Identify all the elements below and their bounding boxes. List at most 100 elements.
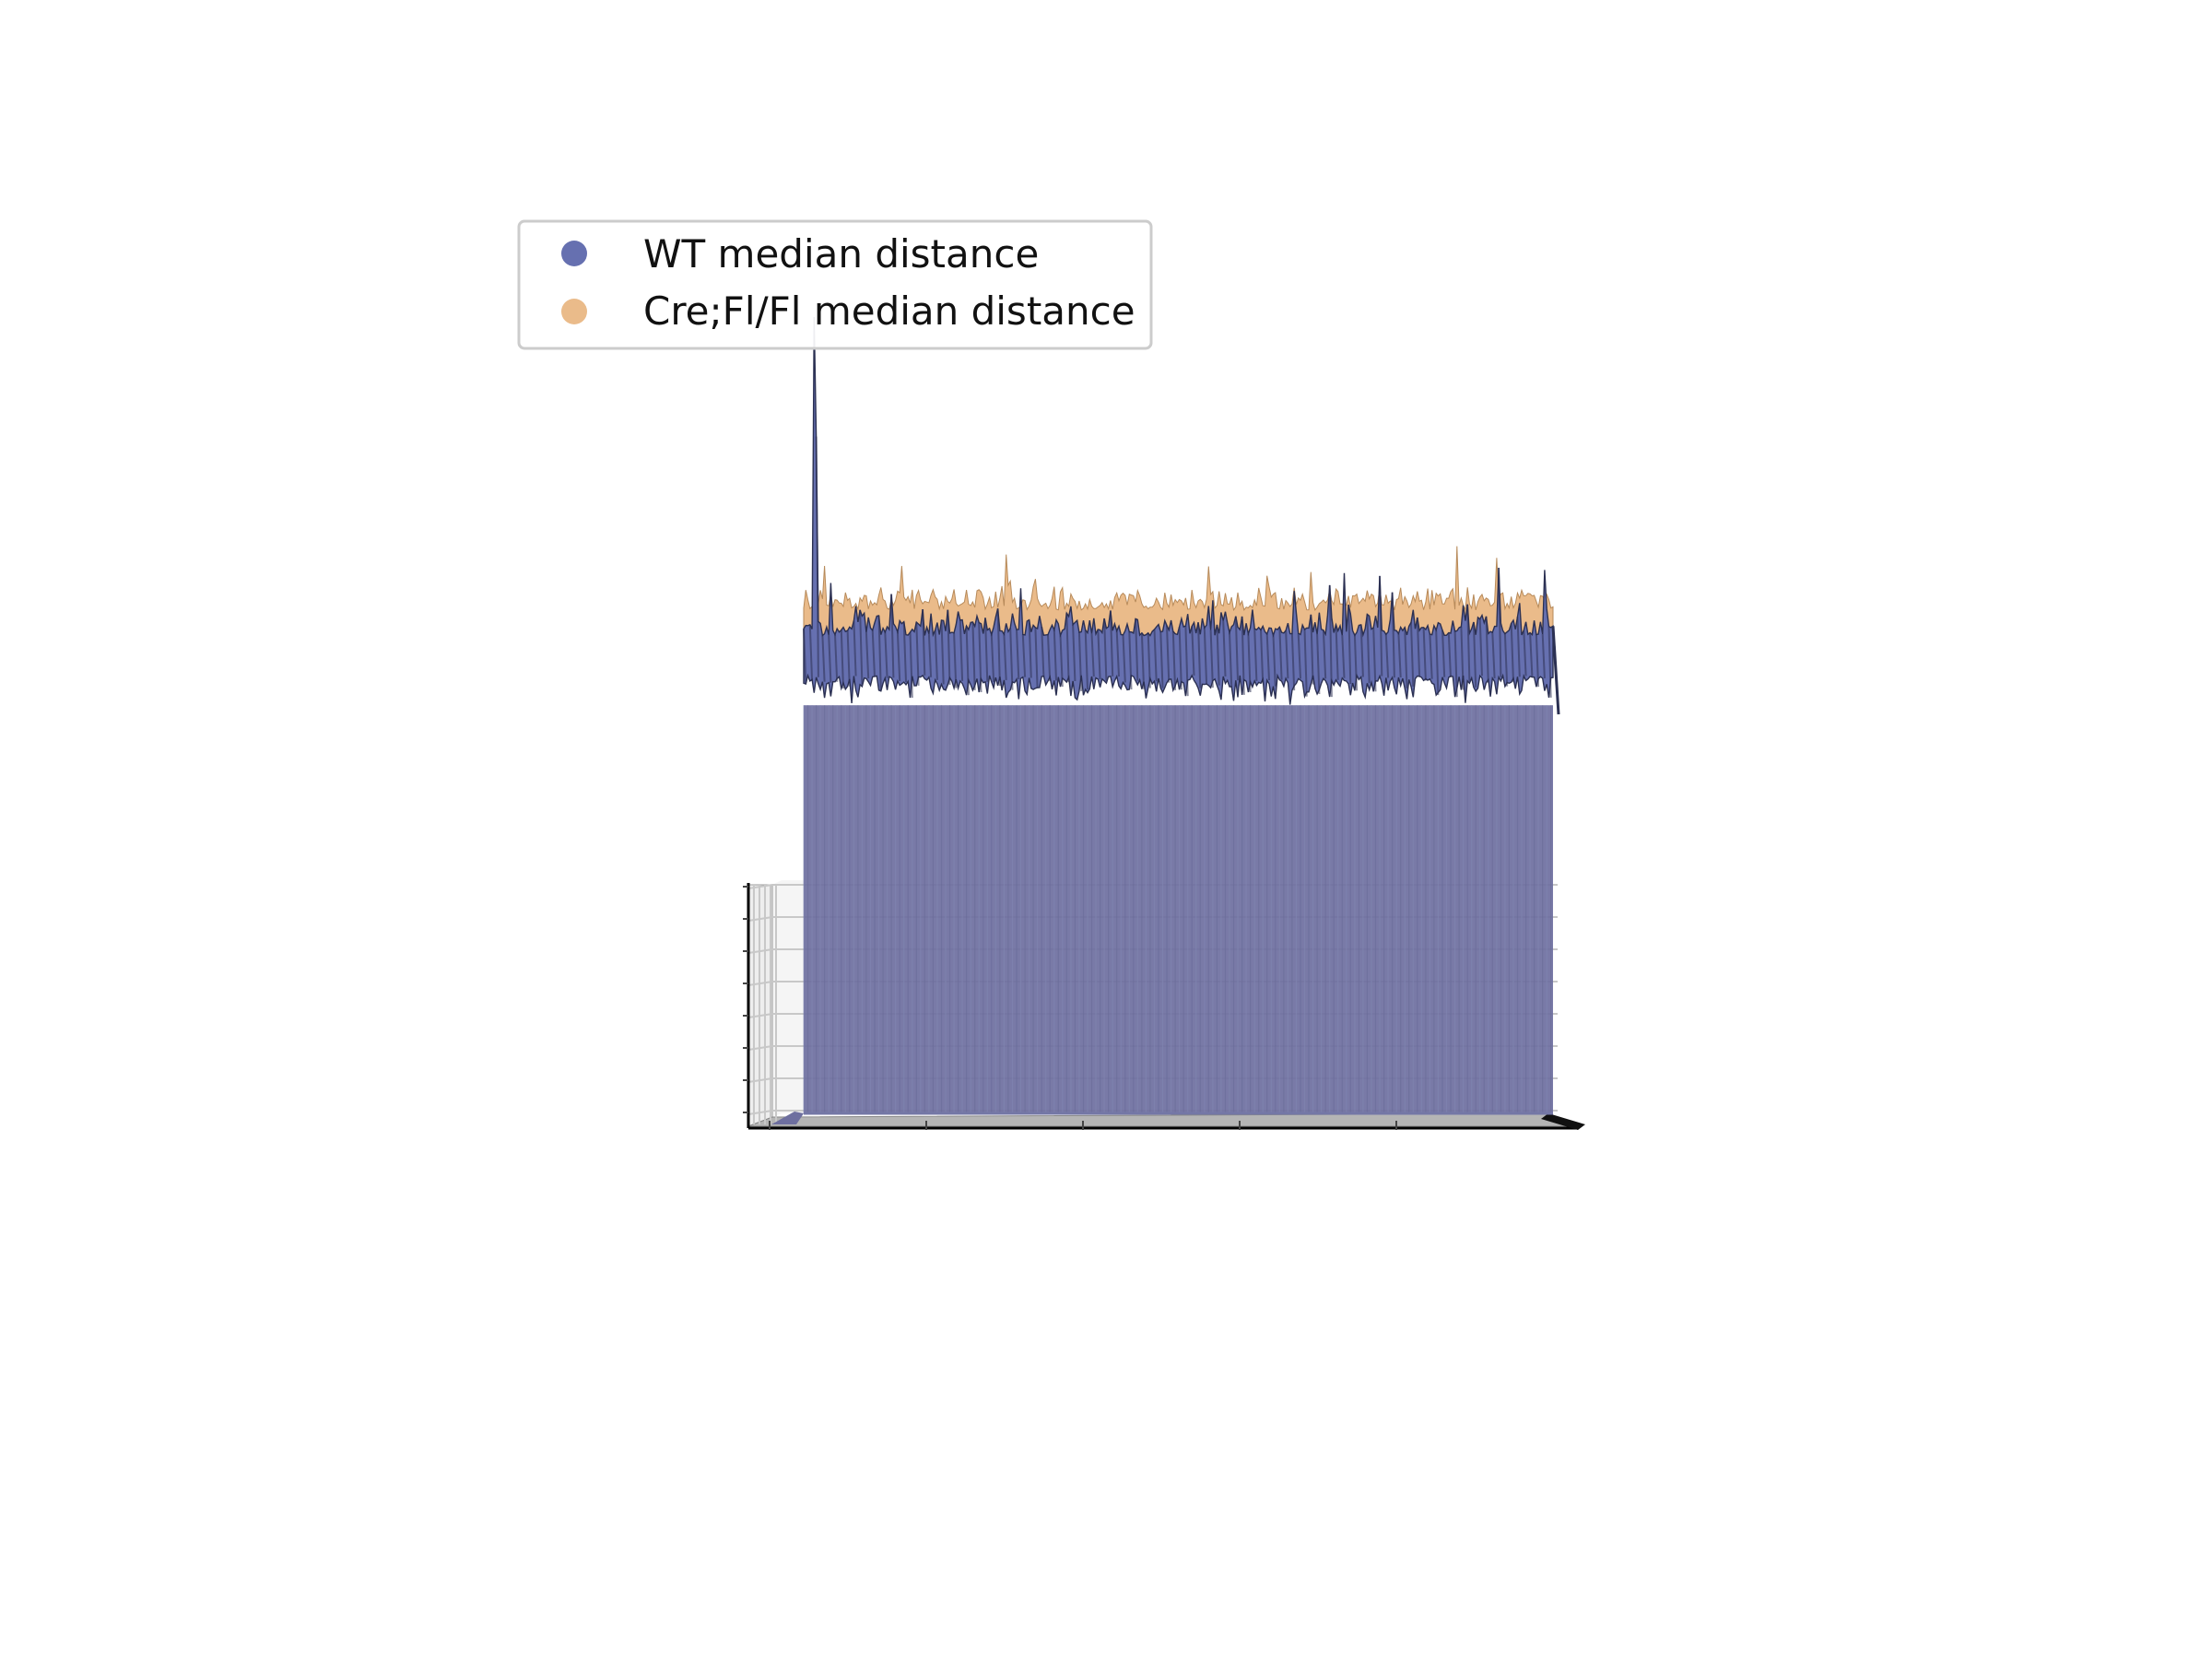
surface-wt-facet: [1384, 634, 1390, 678]
surface-wt-facet: [996, 608, 1001, 687]
surface-wt-facet: [1510, 623, 1514, 683]
surface-wt-facet: [1290, 633, 1296, 691]
surface-wt-facet: [1159, 631, 1164, 688]
surface-wt-facet: [1016, 629, 1020, 680]
surface-wt-facet: [853, 620, 857, 677]
surface-wt-facet: [859, 609, 864, 685]
floor-pane: [747, 1112, 1577, 1127]
surface-wt-facet: [1197, 622, 1202, 688]
surface-wt-facet: [1272, 635, 1277, 687]
surface-wt-facet: [1065, 613, 1070, 683]
surface-wt-facet: [959, 619, 964, 681]
surface-wt-facet: [815, 436, 819, 677]
surface-wt-facet: [1222, 620, 1227, 677]
surface-wt-facet: [1316, 633, 1321, 695]
surface-wt-facet: [1003, 634, 1007, 680]
surface-wt-facet: [1153, 629, 1158, 682]
legend-marker-wt: [561, 241, 587, 266]
legend-marker-cre: [561, 299, 587, 324]
surface-wt-facet: [1047, 634, 1052, 681]
surface-wt-facet: [953, 632, 958, 688]
surface-wt-facet: [828, 634, 832, 683]
surface-wt-facet: [884, 631, 888, 678]
surface-wt-facet: [1547, 626, 1552, 698]
surface-wt-facet: [877, 615, 882, 690]
surface-wt-facet: [1435, 629, 1440, 696]
surface-wt-facet: [1429, 634, 1433, 679]
surface-wt-facet: [890, 594, 895, 678]
surface-wt-facet: [1478, 618, 1483, 677]
surface-wt-facet: [1297, 633, 1301, 679]
surface-wt-facet: [1416, 617, 1421, 677]
surface-wt-facet: [1529, 632, 1534, 677]
surface-wt-facet: [1541, 633, 1546, 678]
surface-wt-facet: [1366, 614, 1371, 684]
surface-wt-facet: [1265, 633, 1270, 681]
wall-foot: [771, 1112, 804, 1124]
surface-wt-facet: [1041, 626, 1045, 677]
surface-wt-facet: [1353, 635, 1359, 691]
surface-wt-facet: [909, 631, 913, 699]
surface-wt-facet: [808, 624, 814, 681]
surface-wt-facet: [1410, 622, 1415, 687]
surface-wt-facet: [1391, 592, 1395, 678]
surface-wt-facet: [1441, 629, 1446, 677]
surface-wt-facet: [1216, 624, 1220, 686]
surface-wt-facet: [1115, 630, 1120, 677]
surface-wt-facet: [971, 621, 976, 690]
surface-wt-facet: [1310, 614, 1314, 685]
surface-wt-facet: [1184, 626, 1189, 697]
surface-wt-facet: [1253, 629, 1258, 681]
surface-wt-facet: [927, 633, 933, 677]
surface-wt-facet: [1491, 632, 1496, 678]
y-axis-stub: [1541, 1113, 1585, 1130]
surface-wt-facet: [947, 609, 951, 686]
surface-wt-facet: [1535, 634, 1540, 688]
surface-wt-facet: [1191, 626, 1195, 676]
surface-wt-band: [803, 316, 1554, 705]
surface-wt-facet: [1372, 628, 1377, 692]
surface-wt-facet: [1122, 634, 1126, 683]
surface-wt-facet: [1084, 629, 1088, 690]
surface-wt-facet: [922, 609, 926, 676]
surface-wt-facet: [1247, 633, 1252, 693]
surface-wt-facet: [1178, 627, 1182, 690]
surface-wt-facet: [990, 634, 995, 682]
legend-label-wt: WT median distance: [643, 231, 1039, 276]
surface-wt-facet: [1072, 624, 1077, 682]
surface-wt-facet: [1028, 619, 1032, 678]
legend-label-cre: Cre;Fl/Fl median distance: [643, 288, 1135, 334]
surface-walls: [771, 705, 1553, 1124]
surface-wt-facet: [840, 629, 844, 689]
surface-wt-facet: [846, 630, 851, 687]
surface-wt-facet: [1135, 618, 1139, 681]
legend-frame: [517, 219, 1153, 350]
surface-wt-facet: [1077, 632, 1083, 691]
surface-wt-facet: [1335, 624, 1339, 680]
surface-wt-facet: [1140, 632, 1146, 689]
surface-wt-facet: [871, 629, 876, 677]
surface-wt: [803, 316, 1560, 715]
surface-wt-facet: [1103, 618, 1108, 681]
surface-wt-facet: [1516, 617, 1521, 677]
surface-wt-edge: [1551, 626, 1560, 715]
surface-wt-facet: [1447, 632, 1452, 677]
surface-wt-facet: [1322, 629, 1327, 679]
surface-wt-facet: [865, 631, 870, 679]
surface-wt-facet: [1404, 627, 1408, 688]
surface-wt-facet: [1359, 624, 1364, 677]
surface-wt-facet: [1523, 629, 1527, 677]
surface-wt-facet: [1021, 634, 1027, 677]
surface-wt-facet: [1053, 629, 1057, 681]
surface-wt-facet: [1097, 629, 1101, 679]
surface-wt-facet: [1059, 635, 1064, 688]
surface-wt-facet: [1241, 616, 1245, 695]
surface-wt-facet: [1285, 630, 1289, 679]
surface-wt-facet: [915, 622, 920, 686]
surface-wt-facet: [1203, 628, 1208, 685]
surface-wt-facet: [1128, 631, 1133, 690]
surface-wt-facet: [1278, 627, 1283, 680]
legend: WT median distance Cre;Fl/Fl median dist…: [517, 219, 1153, 350]
surface-wt-facet: [1328, 584, 1333, 698]
